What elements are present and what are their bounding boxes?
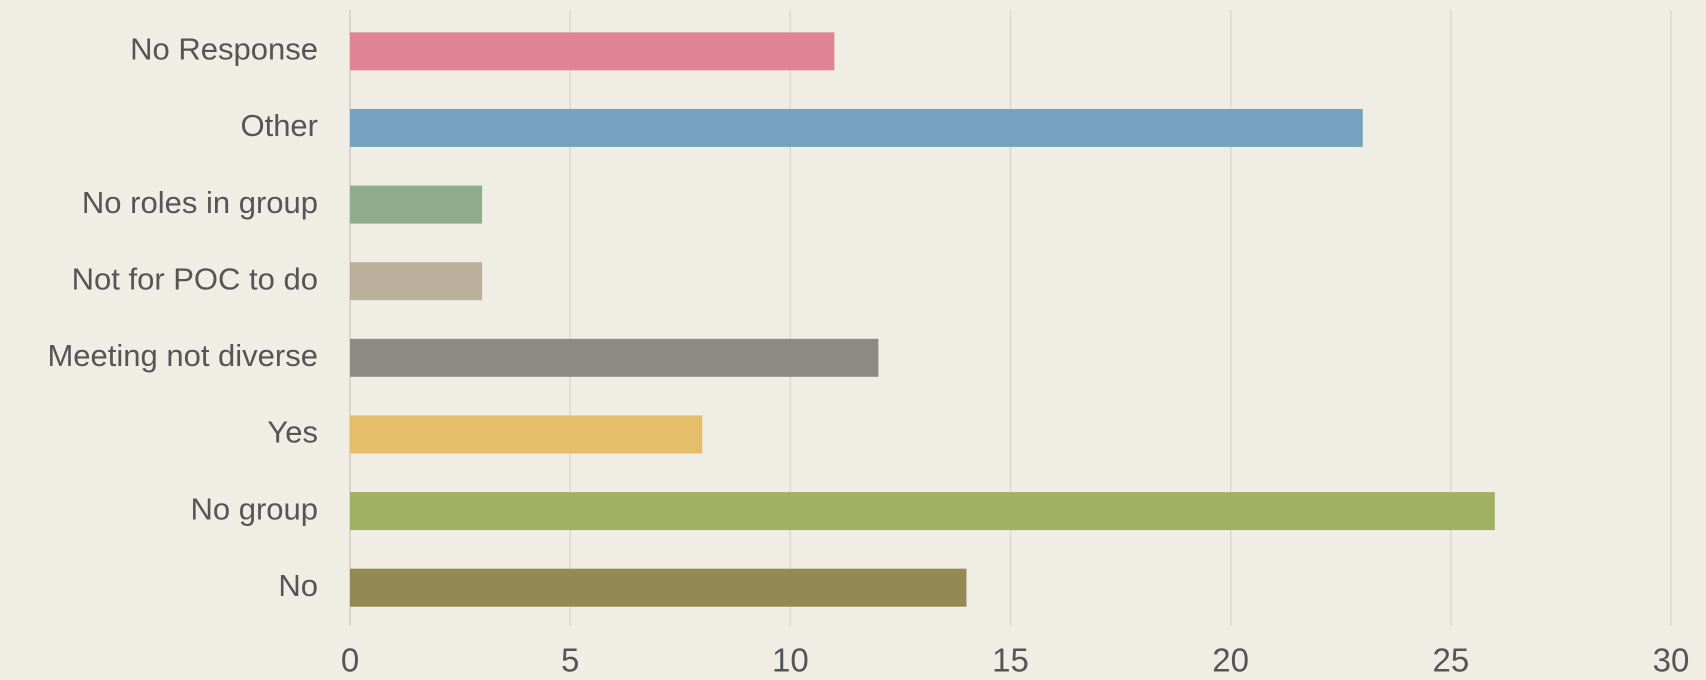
- y-tick-label: Not for POC to do: [72, 261, 318, 296]
- x-tick-label: 15: [992, 642, 1029, 679]
- x-tick-label: 20: [1212, 642, 1249, 679]
- bar: [350, 185, 483, 224]
- x-tick-label: 5: [561, 642, 579, 679]
- bar: [350, 338, 879, 377]
- y-tick-label: No: [278, 568, 318, 603]
- y-tick-label: Other: [240, 108, 318, 143]
- y-tick-label: No Response: [130, 32, 318, 67]
- bar: [350, 492, 1495, 531]
- bar: [350, 108, 1363, 147]
- bar: [350, 415, 703, 454]
- bar: [350, 32, 835, 71]
- x-tick-label: 0: [341, 642, 359, 679]
- bar: [350, 568, 967, 607]
- y-tick-label: No roles in group: [82, 185, 318, 220]
- x-tick-label: 30: [1653, 642, 1690, 679]
- y-tick-label: No group: [190, 491, 318, 526]
- x-tick-label: 25: [1432, 642, 1469, 679]
- x-tick-label: 10: [772, 642, 809, 679]
- y-tick-label: Meeting not diverse: [47, 338, 318, 373]
- y-tick-label: Yes: [267, 415, 318, 450]
- bar: [350, 262, 483, 301]
